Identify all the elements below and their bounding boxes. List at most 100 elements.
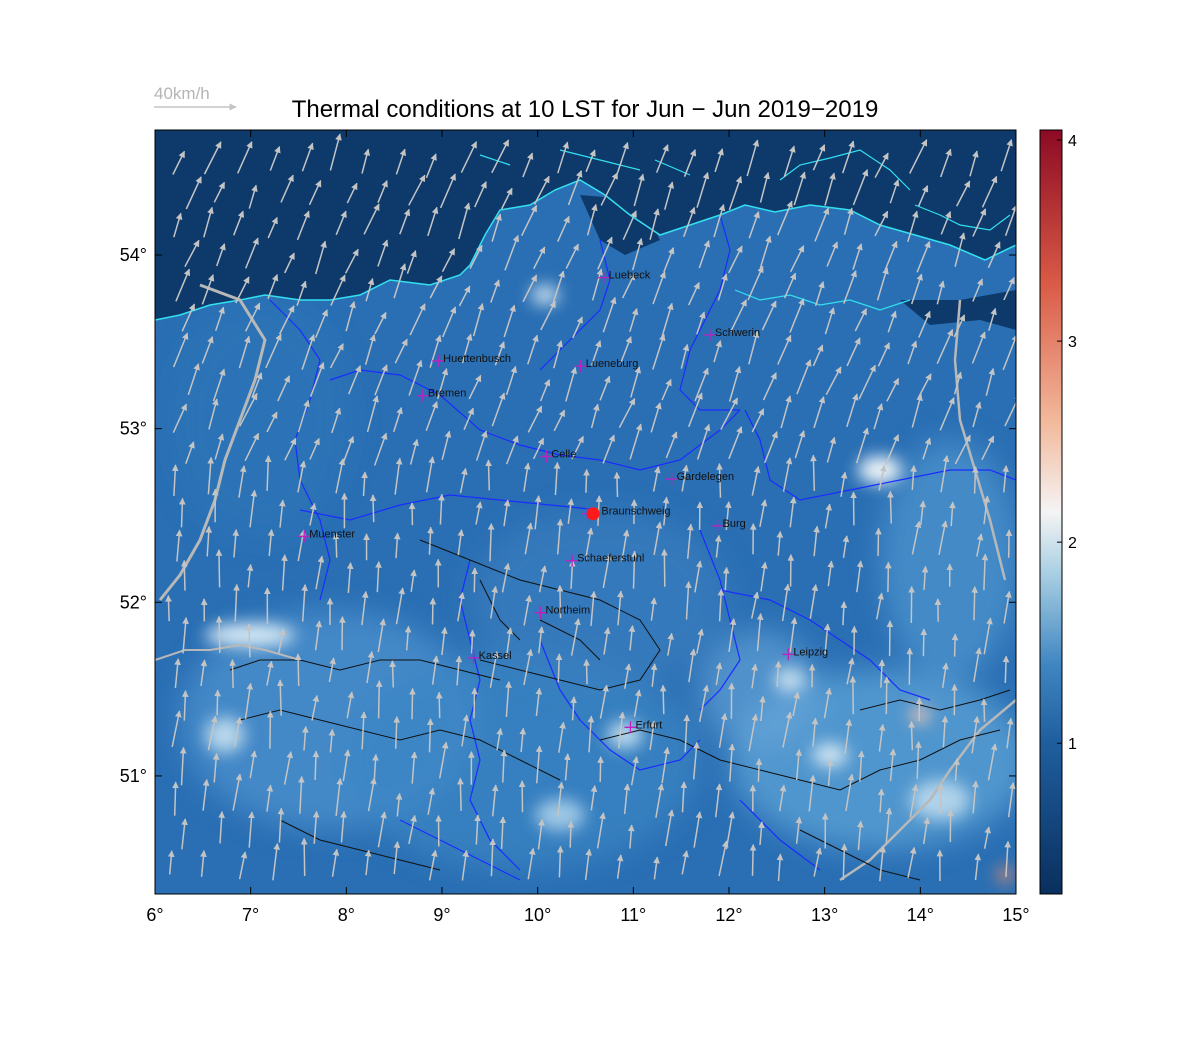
- wind-arrow: [441, 430, 452, 460]
- wind-arrow: [425, 401, 438, 431]
- wind-arrow: [200, 850, 207, 877]
- wind-arrow: [309, 361, 325, 397]
- wind-arrow: [244, 432, 260, 462]
- wind-arrow: [889, 179, 900, 204]
- colorbar: 1 2 3 4: [1039, 129, 1077, 895]
- wind-arrow: [237, 141, 253, 174]
- wind-arrow: [406, 250, 417, 274]
- wind-arrow: [843, 207, 854, 235]
- wind-arrow: [181, 818, 188, 850]
- wind-arrow: [248, 184, 258, 209]
- wind-arrow: [874, 152, 889, 179]
- wind-arrow: [602, 434, 615, 464]
- river-rhine: [158, 283, 267, 601]
- wind-arrow: [524, 522, 534, 555]
- city-label: Celle: [551, 448, 576, 460]
- wind-arrow: [389, 660, 396, 688]
- wind-arrow: [884, 561, 892, 593]
- wind-arrow: [441, 248, 456, 273]
- wind-arrow: [722, 566, 730, 591]
- wind-arrow: [748, 713, 759, 752]
- wind-arrow: [621, 273, 636, 299]
- wind-arrow: [696, 171, 710, 208]
- wind-arrow: [794, 430, 806, 459]
- wind-arrow: [652, 333, 666, 370]
- wind-arrow: [748, 211, 760, 239]
- wind-arrow: [567, 498, 575, 524]
- wind-arrow: [600, 172, 619, 206]
- wind-arrow: [556, 584, 564, 619]
- x-tick-label: 10°: [524, 905, 551, 925]
- wind-arrow: [335, 777, 343, 816]
- wind-arrow: [491, 139, 510, 174]
- wind-arrow: [698, 684, 710, 723]
- wind-arrow: [653, 521, 663, 556]
- wind-arrow: [796, 359, 812, 395]
- wind-arrow: [459, 467, 468, 494]
- wind-arrow: [789, 496, 797, 528]
- wind-arrow: [468, 629, 476, 654]
- city-label: Muenster: [309, 528, 355, 540]
- wind-arrow: [627, 824, 635, 849]
- wind-arrow: [985, 367, 995, 396]
- wind-arrow: [1003, 276, 1015, 301]
- wind-arrow: [315, 309, 328, 338]
- wind-arrow: [553, 409, 566, 432]
- wind-arrow: [570, 696, 578, 721]
- wind-arrow: [298, 775, 305, 814]
- wind-arrow: [650, 597, 657, 621]
- wind-arrow: [621, 529, 630, 562]
- wind-arrow: [692, 741, 700, 780]
- wind-arrow: [485, 459, 492, 491]
- wind-arrow: [827, 560, 835, 587]
- wind-arrow: [393, 263, 407, 299]
- wind-arrow: [749, 843, 757, 876]
- wind-arrow: [781, 583, 791, 622]
- wind-arrow: [280, 174, 294, 203]
- wind-arrow: [716, 463, 723, 498]
- wind-arrow: [207, 715, 218, 751]
- wind-arrow: [487, 522, 495, 562]
- wind-arrow: [494, 341, 505, 366]
- wind-arrow: [846, 337, 861, 367]
- wind-arrow: [332, 532, 340, 558]
- wind-arrow: [949, 501, 956, 527]
- wind-arrow: [200, 659, 208, 687]
- wind-arrow: [759, 172, 770, 203]
- city-marker-icon: [624, 721, 637, 734]
- wind-arrow: [633, 173, 645, 207]
- wind-arrow: [596, 812, 606, 849]
- wind-arrow: [682, 206, 696, 237]
- wind-arrow: [714, 148, 724, 173]
- city-marker-icon: [467, 651, 480, 664]
- wind-arrow: [233, 210, 245, 236]
- y-tick-label: 53°: [120, 419, 147, 439]
- wind-arrow: [363, 203, 380, 235]
- wind-arrow: [165, 594, 172, 622]
- wind-arrow: [649, 208, 660, 240]
- wind-arrow: [1004, 204, 1016, 236]
- wind-arrow: [910, 465, 917, 491]
- wind-arrow: [572, 316, 583, 339]
- wind-arrow: [823, 623, 831, 655]
- wind-arrow: [782, 457, 793, 492]
- wind-arrow: [519, 727, 527, 753]
- wind-arrow: [182, 617, 189, 654]
- wind-arrow: [856, 820, 864, 850]
- wind-arrow: [346, 182, 358, 204]
- wind-arrow: [728, 743, 736, 782]
- wind-arrow: [475, 501, 483, 525]
- wind-arrow: [491, 213, 502, 242]
- wind-arrow: [505, 627, 514, 659]
- wind-arrow: [439, 173, 456, 209]
- wind-arrow: [602, 553, 612, 589]
- wind-arrow: [267, 273, 279, 299]
- wind-arrow: [683, 714, 691, 753]
- thermal-field: [170, 300, 1016, 870]
- colorbar-ticks: 1 2 3 4: [1057, 133, 1077, 753]
- wind-arrow: [346, 562, 354, 594]
- x-tick-label: 6°: [146, 905, 163, 925]
- wind-arrow: [914, 741, 922, 779]
- wind-arrow: [537, 626, 545, 654]
- wind-arrow: [567, 170, 583, 206]
